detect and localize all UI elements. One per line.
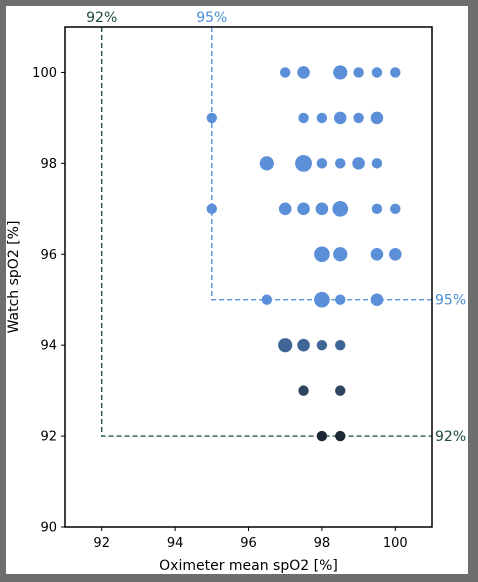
data-point — [297, 338, 310, 352]
data-point — [295, 154, 312, 172]
scatter-chart: 92% 92% 95% 95% 92 94 96 98 100 90 92 94 96 98 100 O… — [6, 10, 466, 574]
plot-area-border — [64, 26, 433, 528]
data-point — [353, 67, 364, 78]
threshold-lines: 92% 92% 95% 95% — [86, 10, 466, 445]
data-points — [206, 65, 402, 442]
x-axis-ticks: 92 94 96 98 100 — [93, 527, 408, 551]
data-point — [371, 67, 383, 78]
data-point — [259, 156, 274, 171]
data-point — [206, 112, 217, 124]
x-axis-label: Oximeter mean spO2 [%] — [159, 558, 338, 574]
data-point — [316, 158, 328, 169]
y-tick-label: 100 — [32, 66, 57, 81]
data-point — [297, 202, 310, 216]
data-point — [371, 158, 383, 169]
x-tick-label: 96 — [240, 536, 257, 551]
threshold-label-side-92: 92% — [435, 429, 466, 445]
y-tick-label: 96 — [40, 248, 57, 263]
data-point — [206, 203, 217, 215]
data-point — [297, 66, 310, 79]
data-point — [315, 202, 329, 216]
data-point — [335, 339, 346, 351]
data-point — [280, 67, 291, 78]
data-point — [352, 157, 365, 170]
data-point — [370, 247, 384, 261]
y-axis-label: Watch spO2 [%] — [6, 221, 22, 334]
data-point — [370, 111, 384, 125]
threshold-line-92 — [101, 27, 432, 437]
data-point — [335, 158, 346, 169]
data-point — [333, 65, 348, 80]
data-point — [390, 67, 401, 78]
data-point — [390, 203, 401, 215]
data-point — [332, 201, 349, 217]
x-tick-label: 92 — [93, 536, 110, 551]
data-point — [314, 246, 330, 263]
data-point — [335, 294, 346, 305]
data-point — [333, 247, 348, 262]
data-point — [316, 430, 328, 442]
data-point — [261, 294, 273, 305]
data-point — [370, 293, 384, 307]
x-tick-label: 98 — [314, 536, 331, 551]
data-point — [333, 111, 347, 125]
y-tick-label: 94 — [40, 339, 57, 354]
figure-frame: 92% 92% 95% 95% 92 94 96 98 100 90 92 94 96 98 100 O… — [6, 6, 468, 574]
data-point — [298, 385, 309, 396]
threshold-label-top-92: 92% — [86, 10, 117, 26]
x-tick-label: 100 — [383, 536, 408, 551]
data-point — [353, 112, 364, 124]
data-point — [316, 339, 328, 351]
data-point — [314, 291, 330, 308]
data-point — [316, 112, 328, 124]
y-tick-label: 90 — [40, 521, 57, 536]
data-point — [335, 430, 346, 442]
y-tick-label: 98 — [40, 157, 57, 172]
data-point — [278, 202, 292, 216]
data-point — [389, 247, 402, 261]
y-axis-ticks: 90 92 94 96 98 100 — [32, 66, 65, 536]
threshold-label-top-95: 95% — [196, 10, 227, 26]
x-tick-label: 94 — [167, 536, 184, 551]
data-point — [298, 112, 309, 124]
data-point — [335, 385, 346, 396]
threshold-label-side-95: 95% — [435, 293, 466, 309]
data-point — [371, 203, 383, 215]
y-tick-label: 92 — [40, 430, 57, 445]
data-point — [278, 338, 293, 353]
